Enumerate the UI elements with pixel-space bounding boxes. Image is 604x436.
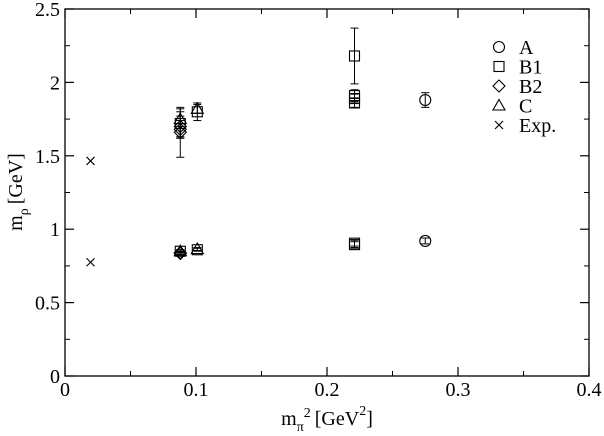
point-exp bbox=[86, 257, 95, 267]
error-bar-b1 bbox=[350, 241, 359, 249]
point-b1 bbox=[348, 50, 361, 62]
x-tick-label: 0.2 bbox=[315, 379, 340, 401]
legend-label-exp: Exp. bbox=[519, 115, 556, 137]
legend-label-b2: B2 bbox=[519, 76, 542, 98]
plot-frame bbox=[64, 8, 590, 377]
point-b2 bbox=[173, 125, 188, 140]
point-c bbox=[173, 111, 188, 125]
legend-marker-c bbox=[492, 98, 506, 111]
y-tick-label: 1 bbox=[50, 219, 60, 241]
point-exp bbox=[86, 156, 95, 166]
point-a bbox=[419, 93, 432, 107]
x-axis-ticks: 0 0.1 0.2 0.3 0.4 bbox=[60, 9, 602, 401]
point-c bbox=[173, 244, 188, 257]
legend-marker-a bbox=[492, 40, 506, 54]
point-c bbox=[190, 101, 205, 114]
point-b1 bbox=[348, 97, 361, 109]
legend-label-a: A bbox=[519, 37, 534, 59]
legend-marker-exp bbox=[494, 120, 504, 130]
y-axis-label: mρ[GeV] bbox=[5, 153, 32, 231]
y-tick-label: 0.5 bbox=[35, 293, 60, 315]
x-tick-label: 0.1 bbox=[184, 379, 209, 401]
legend-marker-b1 bbox=[493, 60, 505, 73]
y-tick-label: 2 bbox=[50, 72, 60, 94]
data-points bbox=[86, 27, 432, 267]
point-b1 bbox=[191, 244, 203, 256]
legend-label-c: C bbox=[519, 96, 532, 118]
error-bar-b1 bbox=[350, 27, 359, 85]
x-tick-label: 0 bbox=[60, 379, 70, 401]
point-c bbox=[190, 241, 205, 255]
x-axis-label: mπ2 [GeV2] bbox=[281, 404, 373, 435]
x-tick-label: 0.4 bbox=[577, 379, 602, 401]
y-tick-label: 2.5 bbox=[35, 0, 60, 21]
y-tick-label: 1.5 bbox=[35, 146, 60, 168]
x-tick-label: 0.3 bbox=[446, 379, 471, 401]
legend-label-b1: B1 bbox=[519, 57, 542, 79]
point-b1 bbox=[348, 239, 361, 251]
error-bar-a bbox=[421, 237, 430, 245]
error-bar-a bbox=[421, 92, 430, 108]
error-bar-b1 bbox=[350, 98, 359, 108]
y-tick-label: 0 bbox=[50, 366, 60, 388]
point-a bbox=[419, 234, 432, 247]
legend-marker-b2 bbox=[492, 79, 506, 93]
y-axis-ticks: 0 0.5 1 1.5 2 2.5 bbox=[35, 0, 589, 388]
